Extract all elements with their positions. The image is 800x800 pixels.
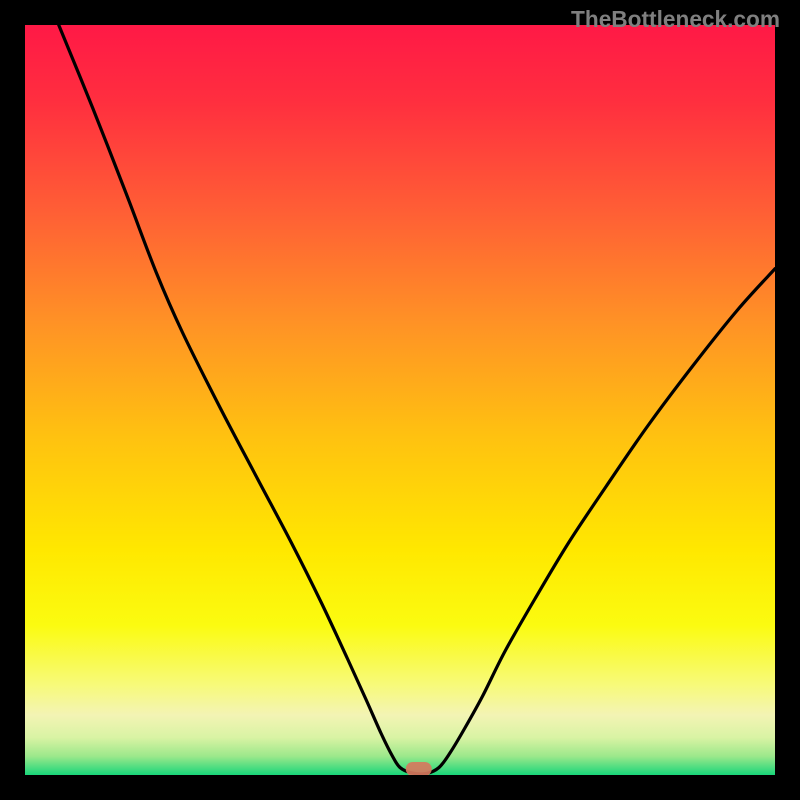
gradient-background [25, 25, 775, 775]
bottleneck-plot [25, 25, 775, 775]
optimum-marker [406, 762, 432, 775]
chart-frame: TheBottleneck.com [0, 0, 800, 800]
watermark-text: TheBottleneck.com [571, 6, 780, 33]
